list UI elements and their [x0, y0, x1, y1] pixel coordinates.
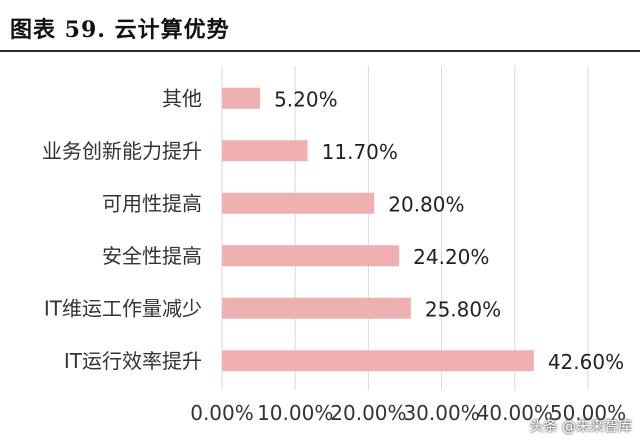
bar-0 [222, 87, 261, 109]
chart-title: 图表 59. 云计算优势 [10, 17, 230, 43]
category-label-0: 其他 [162, 86, 202, 110]
watermark: 头条 @未来智库 [529, 419, 632, 435]
value-label-2: 20.80% [388, 192, 464, 216]
x-tick-label-0: 0.00% [190, 401, 254, 425]
x-tick-label-3: 30.00% [403, 401, 479, 425]
category-label-4: IT维运工作量减少 [44, 296, 202, 320]
bar-4 [222, 297, 411, 319]
value-label-0: 5.20% [274, 87, 338, 111]
x-tick-label-2: 20.00% [330, 401, 406, 425]
value-label-4: 25.80% [425, 297, 501, 321]
category-label-1: 业务创新能力提升 [42, 139, 202, 163]
bar-3 [222, 245, 400, 267]
bar-2 [222, 192, 375, 214]
category-label-5: IT运行效率提升 [64, 349, 202, 373]
category-label-3: 安全性提高 [102, 244, 202, 268]
x-tick-label-5: 50.00% [550, 401, 626, 425]
value-label-1: 11.70% [322, 140, 398, 164]
bar-1 [222, 140, 308, 162]
x-tick-label-1: 10.00% [257, 401, 333, 425]
value-label-3: 24.20% [413, 245, 489, 269]
x-tick-label-4: 40.00% [477, 401, 553, 425]
value-label-5: 42.60% [548, 350, 624, 374]
category-label-2: 可用性提高 [102, 191, 202, 215]
title-bar: 图表 59. 云计算优势 [0, 0, 640, 52]
bar-5 [222, 350, 534, 372]
